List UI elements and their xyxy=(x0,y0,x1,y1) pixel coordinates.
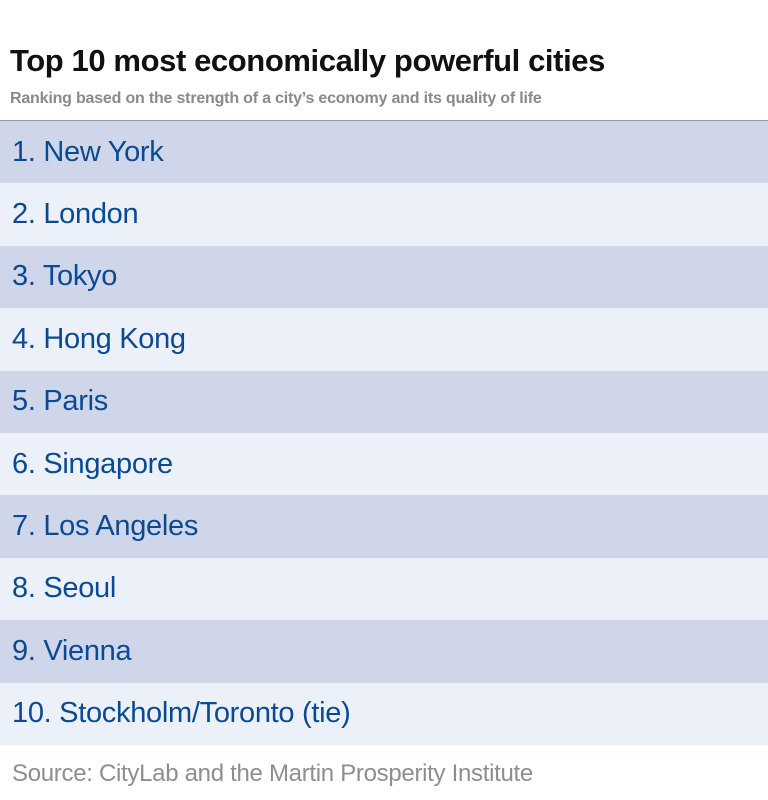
list-item: 6. Singapore xyxy=(0,432,768,496)
list-item-label: 6. Singapore xyxy=(12,447,173,480)
list-item: 5. Paris xyxy=(0,370,768,433)
list-item-label: 4. Hong Kong xyxy=(12,322,186,355)
list-item: 2. London xyxy=(0,183,768,246)
list-item: 1. New York xyxy=(0,121,768,184)
ranking-list: 1. New York 2. London 3. Tokyo 4. Hong K… xyxy=(0,120,768,745)
list-item-label: 8. Seoul xyxy=(12,572,117,605)
list-item-label: 3. Tokyo xyxy=(12,260,118,293)
chart-subtitle: Ranking based on the strength of a city’… xyxy=(10,90,542,107)
list-item-label: 10. Stockholm/Toronto (tie) xyxy=(12,697,351,730)
source-note: Source: CityLab and the Martin Prosperit… xyxy=(12,760,533,787)
list-item-label: 9. Vienna xyxy=(12,634,132,667)
list-item: 9. Vienna xyxy=(0,620,768,683)
chart-title: Top 10 most economically powerful cities xyxy=(10,43,605,78)
list-item-label: 7. Los Angeles xyxy=(12,510,199,543)
list-item: 7. Los Angeles xyxy=(0,495,768,558)
list-item: 8. Seoul xyxy=(0,557,768,621)
list-item-label: 2. London xyxy=(12,198,139,231)
list-item-label: 1. New York xyxy=(12,135,164,168)
list-item: 4. Hong Kong xyxy=(0,308,768,371)
list-item-label: 5. Paris xyxy=(12,385,108,418)
list-item: 10. Stockholm/Toronto (tie) xyxy=(0,682,768,745)
list-item: 3. Tokyo xyxy=(0,245,768,309)
